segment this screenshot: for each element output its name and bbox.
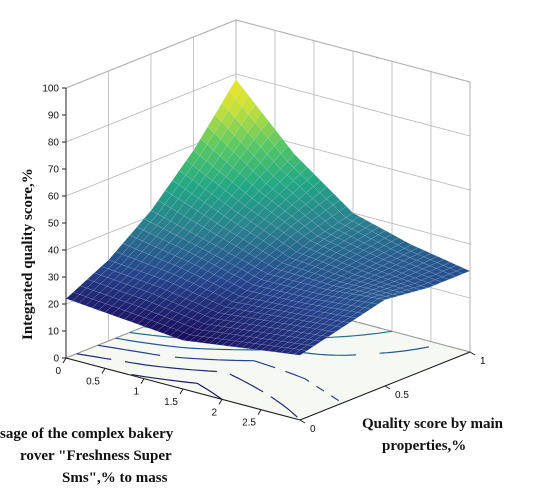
z-tick-label: 0 [53, 354, 59, 365]
x-tick-mark [257, 409, 262, 415]
surface-patch [385, 293, 400, 298]
x-tick-mark [62, 357, 67, 364]
x-tick-label: 1 [133, 387, 139, 398]
y-tick-mark [469, 351, 476, 356]
surface-patch [420, 282, 436, 289]
x-tick-label: 1.5 [164, 397, 178, 408]
z-tick-label: 10 [48, 327, 60, 338]
y-tick-label: 0.5 [395, 390, 409, 401]
y-tick-label: 1 [480, 356, 486, 367]
y-axis-label-line-1: Quality score by main [362, 416, 504, 432]
surface-patch [427, 279, 443, 286]
contour-line [131, 374, 223, 400]
tick-labels: 0 10 20 30 40 50 60 70 80 90 100 0 0.5 1 1.5 2 2.5 0 0.5 1 [42, 84, 486, 436]
x-axis-label-line-3: Sms",% to mass [62, 470, 168, 486]
x-tick-mark [218, 399, 223, 405]
surface-patch [370, 298, 386, 305]
z-tick-label: 20 [48, 300, 60, 311]
z-tick-label: 80 [48, 138, 60, 149]
z-tick-label: 100 [42, 84, 59, 95]
z-tick-label: 40 [48, 246, 60, 257]
surface-patch [349, 312, 365, 319]
surface-patch [335, 321, 351, 328]
surface-patch [321, 330, 336, 337]
z-axis-label: Integrated quality score,% [20, 168, 36, 340]
z-tick-label: 60 [48, 192, 60, 203]
contour-line [76, 353, 298, 418]
x-axis-label-line-2: rover "Freshness Super [20, 448, 172, 464]
x-tick-mark [101, 368, 106, 374]
x-tick-label: 0.5 [86, 376, 100, 387]
x-tick-mark [179, 388, 184, 395]
surface-patch [434, 276, 450, 283]
surface-patch [342, 316, 358, 324]
z-tick-label: 70 [48, 165, 60, 176]
surface-patch [441, 273, 457, 280]
y-axis-label-line-2: properties,% [382, 438, 466, 454]
z-tick-label: 90 [48, 111, 60, 122]
surface-patch [292, 349, 308, 356]
y-tick-mark [299, 419, 306, 424]
x-tick-label: 0 [55, 366, 61, 377]
surface-patch [378, 296, 393, 300]
surface-patch [363, 302, 379, 310]
surface-patch [413, 285, 429, 291]
y-tick-mark [384, 385, 391, 390]
z-tick-label: 30 [48, 273, 60, 284]
y-tick-label: 0 [310, 424, 316, 435]
surface-patch [448, 270, 464, 277]
x-tick-label: 2 [211, 407, 217, 418]
x-tick-mark [140, 378, 145, 384]
z-tick-label: 50 [48, 219, 60, 230]
surface-patch [328, 326, 344, 333]
x-tick-label: 2.5 [242, 418, 256, 429]
surface-patch [391, 291, 408, 296]
surface-mesh [65, 79, 471, 356]
contour-line [97, 344, 340, 402]
surface-patch [356, 307, 372, 314]
surface-patch [314, 335, 329, 342]
x-axis-label-line-1: sage of the complex bakery [0, 426, 174, 442]
